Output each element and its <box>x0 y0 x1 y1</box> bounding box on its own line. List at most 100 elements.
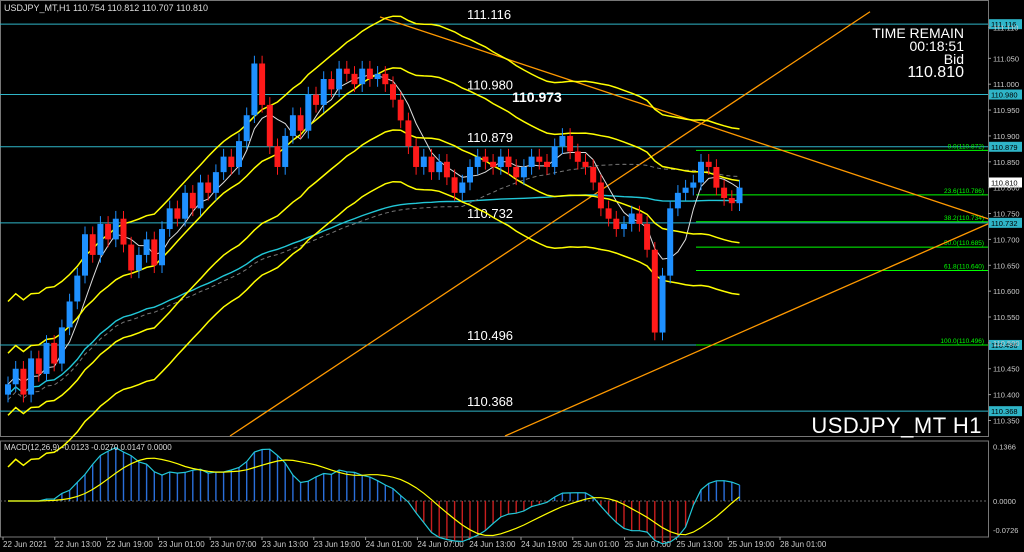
candles <box>5 55 743 403</box>
candle-body <box>636 213 643 224</box>
level-label: 110.879 <box>467 130 513 145</box>
band-line <box>7 67 740 354</box>
x-tick-label: 22 Jun 13:00 <box>55 540 102 549</box>
candle-body <box>35 358 42 374</box>
y-tick-label: 111.050 <box>993 54 1019 63</box>
level-tag-bg <box>989 19 1022 30</box>
candle-body <box>497 156 504 167</box>
symbol-watermark: USDJPY_MT H1 <box>811 413 982 438</box>
time-remain-panel: TIME REMAIN 00:18:51 Bid 110.810 <box>872 25 964 81</box>
macd-frame <box>0 440 989 538</box>
candle-body <box>567 135 574 152</box>
candle-body <box>428 156 435 173</box>
candle-body <box>544 161 550 167</box>
level-label: 110.496 <box>467 328 513 343</box>
level-tag: 110.879 <box>991 143 1018 152</box>
y-tick-label: 111.000 <box>993 80 1019 89</box>
candle-body <box>151 239 158 266</box>
candle-body <box>690 182 697 188</box>
time-remain-label: TIME REMAIN <box>872 25 964 41</box>
candle-body <box>159 229 165 266</box>
candle-body <box>390 84 396 100</box>
y-tick-label: 110.900 <box>993 132 1020 141</box>
candle-body <box>674 192 681 209</box>
fib-label: 23.6(110.786) <box>944 188 984 195</box>
candle-body <box>413 146 420 167</box>
level-tag: 111.116 <box>991 20 1016 29</box>
candle-body <box>166 208 173 230</box>
candle-body <box>405 120 412 147</box>
candle-body <box>713 166 720 188</box>
fib-label: 38.2(110.734) <box>944 215 984 222</box>
x-tick-label: 23 Jun 13:00 <box>262 540 309 549</box>
candle-body <box>736 187 743 204</box>
level-tag-bg <box>989 89 1022 100</box>
candle-body <box>659 275 666 333</box>
candle-body <box>374 73 381 80</box>
bid-value: 110.810 <box>907 64 964 81</box>
candle-body <box>628 213 635 224</box>
candle-body <box>359 68 366 85</box>
level-tag-bg <box>989 406 1022 417</box>
candle-body <box>135 254 142 271</box>
candle-body <box>266 104 273 147</box>
trendline <box>229 11 871 437</box>
candle-body <box>351 73 358 85</box>
candle-body <box>451 177 458 193</box>
y-tick-label: 110.650 <box>993 261 1020 270</box>
candle-body <box>705 161 712 167</box>
candle-body <box>336 68 343 90</box>
candle-body <box>505 156 512 167</box>
candle-body <box>143 239 150 255</box>
candle-body <box>605 208 612 219</box>
y-tick-label: 110.350 <box>993 416 1020 425</box>
level-tag-bg <box>989 217 1022 228</box>
candle-body <box>528 156 535 167</box>
candle-body <box>282 135 289 167</box>
candle-body <box>682 187 689 193</box>
candle-body <box>482 156 489 162</box>
candle-body <box>182 192 189 219</box>
macd-line <box>8 447 740 545</box>
x-tick-label: 24 Jun 07:00 <box>417 540 464 549</box>
candle-body <box>5 384 11 395</box>
candle-body <box>220 156 227 173</box>
level-label: 110.732 <box>467 206 513 221</box>
x-tick-label: 25 Jun 19:00 <box>728 540 775 549</box>
ma-line <box>7 194 740 396</box>
candle-body <box>397 99 404 121</box>
candle-body <box>621 223 627 230</box>
candle-body <box>236 141 242 167</box>
candle-body <box>243 115 250 142</box>
candle-body <box>66 301 73 328</box>
x-tick-label: 28 Jun 01:00 <box>780 540 827 549</box>
band-line <box>7 15 740 303</box>
y-tick-label: 110.800 <box>993 184 1020 193</box>
candle-body <box>551 146 558 167</box>
candle-body <box>467 166 473 183</box>
y-tick-label: 110.550 <box>993 313 1020 322</box>
candle-body <box>274 146 281 167</box>
candle-body <box>574 151 581 162</box>
x-tick-label: 22 Jun 2021 <box>3 540 48 549</box>
candle-body <box>459 182 466 193</box>
x-tick-label: 25 Jun 13:00 <box>676 540 723 549</box>
candle-body <box>20 368 27 395</box>
main-frame <box>0 0 989 437</box>
candle-body <box>366 68 373 80</box>
candle-body <box>289 115 296 136</box>
high-label: 110.973 <box>512 89 562 105</box>
candle-body <box>12 368 19 385</box>
x-tick-label: 24 Jun 01:00 <box>366 540 413 549</box>
x-tick-label: 23 Jun 19:00 <box>314 540 361 549</box>
level-tag-bg <box>989 141 1022 152</box>
candle-body <box>490 161 497 167</box>
current-price-tag: 110.810 <box>991 178 1018 187</box>
candle-body <box>51 342 58 364</box>
candle-body <box>520 166 527 178</box>
candle-body <box>721 187 728 199</box>
band-line <box>7 129 740 416</box>
y-tick-label: 110.850 <box>993 158 1020 167</box>
